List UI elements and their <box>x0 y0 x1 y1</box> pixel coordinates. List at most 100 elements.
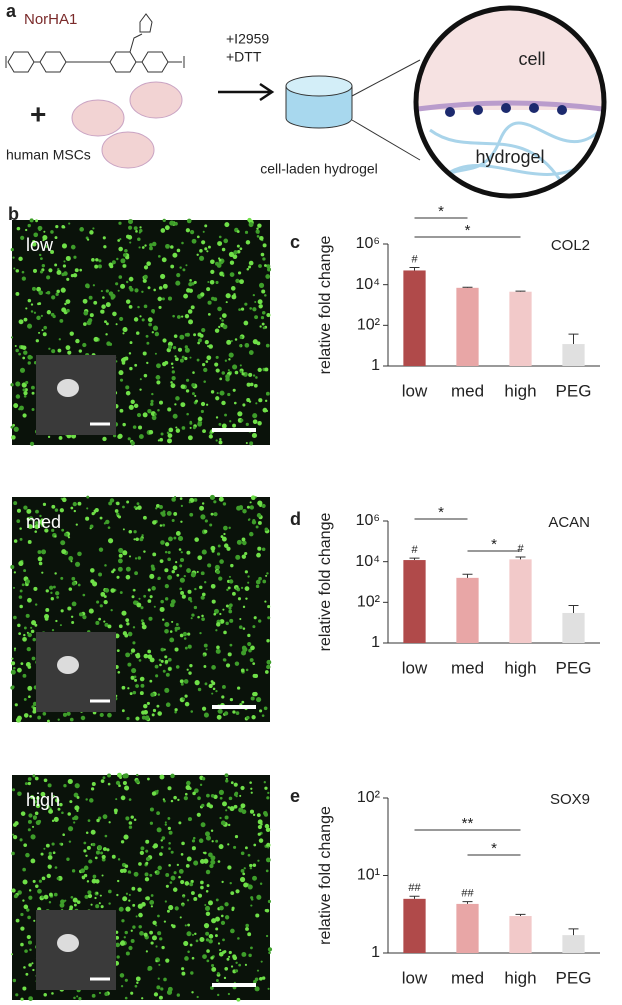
cell-dot <box>240 418 244 422</box>
cell-dot <box>248 265 251 269</box>
cell-dot <box>89 798 94 803</box>
cell-dot <box>20 926 25 931</box>
cell-dot <box>127 437 131 441</box>
cell-dot <box>254 496 257 499</box>
cell-dot <box>135 537 139 541</box>
cell-dot <box>175 531 181 536</box>
cell-dot <box>23 390 28 396</box>
cell-dot <box>171 497 176 502</box>
cell-dot <box>215 416 219 419</box>
cell-dot <box>35 803 41 809</box>
cell-dot <box>247 217 252 223</box>
cell-dot <box>155 376 159 379</box>
cell-dot <box>202 954 207 959</box>
cell-dot <box>101 854 106 860</box>
cell-dot <box>135 684 139 688</box>
cell-dot <box>252 413 258 419</box>
cell-dot <box>100 905 104 909</box>
cell-dot <box>227 823 231 827</box>
cell-dot <box>160 228 166 233</box>
cell-dot <box>113 808 118 813</box>
cell-dot <box>133 588 136 592</box>
cell-dot <box>168 841 171 845</box>
cell-dot <box>252 293 255 297</box>
cell-dot <box>133 871 139 877</box>
cell-dot <box>210 390 215 394</box>
cell-dot <box>149 821 154 825</box>
cell-dot <box>244 551 248 556</box>
cell-dot <box>229 272 235 277</box>
cell-dot <box>147 777 150 781</box>
cell-dot <box>157 693 161 696</box>
cell-dot <box>225 779 229 783</box>
cell-dot <box>143 304 148 309</box>
cell-dot <box>235 711 240 715</box>
x-tick-label: high <box>504 968 536 987</box>
cell-dot <box>160 839 163 842</box>
cell-dot <box>146 341 150 345</box>
cell-dot <box>128 825 133 829</box>
cell-dot <box>266 659 272 665</box>
cell-dot <box>122 332 125 335</box>
cell-dot <box>168 847 171 850</box>
cell-dot <box>151 331 154 334</box>
cell-dot <box>181 971 186 976</box>
bracket-label: * <box>465 222 471 239</box>
cell-dot <box>218 789 224 795</box>
cell-dot <box>167 551 171 554</box>
cell-dot <box>179 916 182 919</box>
cell-dot <box>177 535 184 542</box>
cell-dot <box>128 893 131 897</box>
cell-dot <box>203 923 210 929</box>
cell-dot <box>119 238 122 241</box>
cell-dot <box>142 351 147 356</box>
cell-dot <box>240 868 245 873</box>
cell-dot <box>145 849 149 853</box>
cell-dot <box>265 343 270 348</box>
cell-dot <box>26 908 30 912</box>
cell-dot <box>38 228 42 232</box>
cell-dot <box>227 369 230 372</box>
cell-dot <box>183 637 187 640</box>
cell-dot <box>154 871 157 874</box>
zoom-line <box>351 119 421 161</box>
y-tick-label: 10⁶ <box>356 235 380 252</box>
cell-dot <box>204 903 207 907</box>
cell-dot <box>139 226 142 229</box>
cell-dot <box>205 938 210 942</box>
cell-dot <box>130 815 134 819</box>
cell-dot <box>48 808 54 814</box>
cell-dot <box>204 529 208 534</box>
cell-dot <box>137 237 141 241</box>
cell-dot <box>22 356 26 360</box>
cell-dot <box>60 540 66 546</box>
cell-dot <box>141 534 144 537</box>
cell-dot <box>36 315 41 321</box>
cell-dot <box>236 230 240 233</box>
cell-dot <box>173 334 178 338</box>
cell-dot <box>45 608 50 612</box>
cell-dot <box>257 299 263 305</box>
cell-dot <box>180 520 183 523</box>
cell-dot <box>49 807 52 810</box>
cell-dot <box>238 625 243 629</box>
cell-dot <box>247 853 251 857</box>
cell-dot <box>191 839 196 843</box>
cell-dot <box>70 895 74 899</box>
cell-dot <box>262 579 267 584</box>
cell-dot <box>32 268 38 273</box>
cell-dot <box>133 538 136 541</box>
cell-dot <box>100 290 103 293</box>
cell-dot <box>54 535 57 538</box>
cell-dot <box>228 950 232 955</box>
cell-dot <box>91 878 97 884</box>
cell-dot <box>19 589 23 593</box>
cell-dot <box>146 361 149 365</box>
cell-dot <box>121 685 126 690</box>
cell-dot <box>201 502 205 505</box>
cell-dot <box>191 613 195 617</box>
cell-dot <box>196 358 200 362</box>
cell-dot <box>35 796 40 800</box>
cell-dot <box>18 595 23 599</box>
cell-dot <box>164 597 169 601</box>
